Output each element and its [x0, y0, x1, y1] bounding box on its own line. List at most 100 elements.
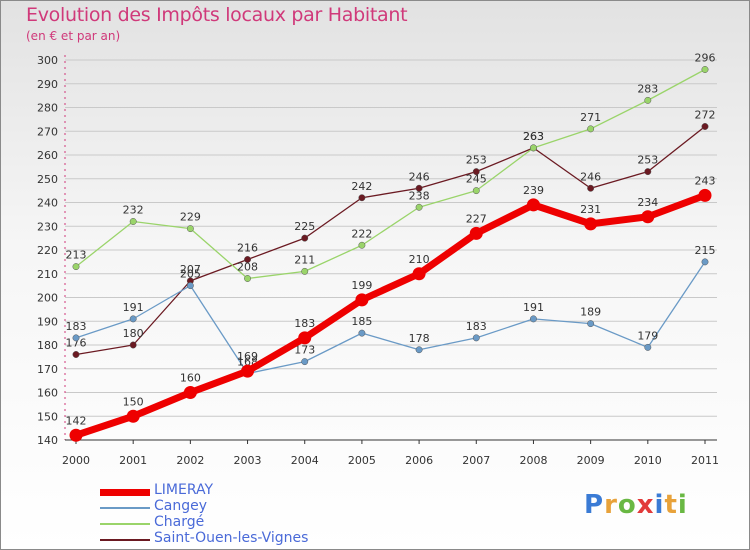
x-tick-label: 2007 — [462, 454, 490, 467]
y-tick-label: 170 — [37, 363, 58, 376]
legend-label: Chargé — [154, 514, 205, 530]
logo-letter: x — [636, 490, 655, 520]
data-point — [644, 343, 652, 351]
data-label: 231 — [580, 203, 601, 216]
y-tick-label: 280 — [37, 102, 58, 115]
data-point — [526, 198, 540, 212]
data-label: 216 — [237, 242, 258, 255]
data-point — [72, 351, 80, 358]
data-point — [698, 188, 712, 202]
x-tick-label: 2011 — [691, 454, 719, 467]
data-point — [701, 123, 709, 130]
data-point — [241, 364, 255, 378]
series-line-limeray — [72, 191, 709, 439]
series-line-charg- — [75, 68, 706, 280]
data-point — [472, 187, 480, 195]
y-tick-label: 230 — [37, 220, 58, 233]
y-tick-label: 240 — [37, 197, 58, 210]
data-point — [244, 256, 251, 263]
data-label: 243 — [695, 174, 716, 187]
data-point — [358, 241, 366, 249]
y-tick-label: 300 — [37, 54, 58, 67]
logo-letter: P — [584, 490, 605, 520]
data-point — [298, 331, 312, 345]
data-label: 169 — [237, 350, 258, 363]
data-point — [129, 218, 137, 225]
x-tick-label: 2003 — [234, 454, 262, 467]
x-tick-label: 2005 — [348, 454, 376, 467]
data-point — [415, 203, 423, 211]
y-tick-label: 200 — [37, 292, 58, 305]
data-label: 245 — [466, 173, 487, 186]
logo-letter: i — [654, 490, 665, 520]
proxiti-logo: Proxiti — [584, 490, 688, 520]
data-point — [126, 409, 140, 423]
data-label: 246 — [409, 170, 430, 183]
data-point — [183, 386, 197, 399]
y-tick-label: 150 — [37, 410, 58, 423]
data-label: 263 — [523, 130, 544, 143]
series-line-cangey — [75, 261, 706, 375]
data-label: 208 — [237, 261, 258, 274]
data-label: 183 — [294, 317, 315, 330]
y-tick-label: 250 — [37, 173, 58, 186]
data-label: 239 — [523, 184, 544, 197]
data-point — [244, 275, 251, 282]
x-tick-label: 2009 — [577, 454, 605, 467]
data-label: 211 — [294, 253, 315, 266]
data-point — [415, 346, 423, 354]
chart-title: Evolution des Impôts locaux par Habitant — [26, 4, 408, 26]
data-point — [72, 263, 80, 271]
data-point — [701, 258, 709, 266]
chart-subtitle: (en € et par an) — [26, 29, 121, 43]
data-point — [129, 341, 137, 349]
data-label: 222 — [351, 227, 372, 240]
data-label: 232 — [123, 204, 144, 217]
data-point — [186, 282, 194, 290]
data-point — [301, 267, 309, 275]
data-label: 283 — [637, 82, 658, 95]
data-point — [301, 234, 309, 242]
data-label: 225 — [294, 220, 315, 233]
y-tick-label: 220 — [37, 244, 58, 257]
data-point — [644, 168, 652, 176]
data-label: 142 — [66, 414, 87, 427]
data-label: 263 — [523, 130, 544, 143]
data-point — [587, 125, 595, 133]
data-label: 179 — [637, 329, 658, 342]
data-point — [587, 184, 595, 192]
y-tick-label: 260 — [37, 149, 58, 162]
x-tick-label: 2002 — [176, 454, 204, 467]
data-label: 227 — [466, 212, 487, 225]
data-point — [584, 217, 598, 231]
legend-swatch — [100, 539, 150, 541]
logo-letter: o — [617, 490, 637, 520]
data-label: 176 — [66, 337, 87, 350]
data-label: 207 — [180, 263, 201, 276]
logo-letter: t — [664, 490, 678, 520]
x-tick-label: 2008 — [519, 454, 547, 467]
data-point — [587, 320, 595, 328]
data-point — [530, 315, 537, 323]
data-label: 180 — [123, 327, 144, 340]
data-point — [355, 293, 369, 307]
data-point — [472, 334, 480, 342]
data-label: 234 — [637, 196, 658, 209]
legend-swatch — [100, 523, 150, 525]
data-label: 238 — [409, 189, 430, 202]
data-label: 183 — [466, 320, 487, 333]
data-label: 185 — [351, 315, 372, 328]
logo-letter: i — [677, 490, 688, 520]
x-tick-label: 2001 — [119, 454, 147, 467]
data-label: 271 — [580, 111, 601, 124]
x-tick-label: 2006 — [405, 454, 433, 467]
data-point — [186, 225, 194, 233]
data-point — [301, 358, 309, 366]
legend-label: Cangey — [154, 498, 208, 514]
y-tick-label: 190 — [37, 315, 58, 328]
data-point — [129, 315, 137, 323]
y-tick-label: 180 — [37, 339, 58, 352]
data-label: 229 — [180, 211, 201, 224]
legend-label: Saint-Ouen-les-Vignes — [154, 530, 309, 546]
data-label: 242 — [351, 180, 372, 193]
